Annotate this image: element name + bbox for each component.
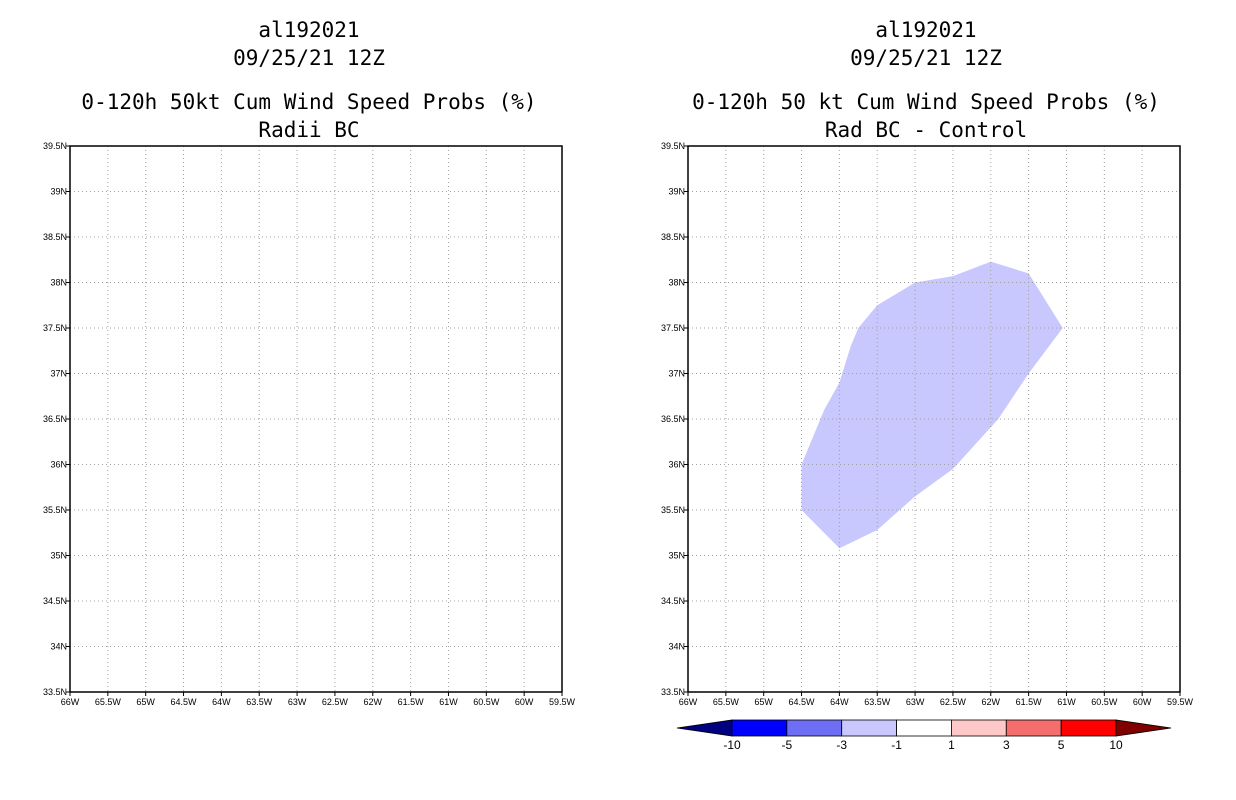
y-tick-label: 38.5N (43, 232, 67, 242)
y-tick-label: 34N (50, 642, 67, 652)
colorbar-segment (841, 719, 897, 737)
left-title-date: 09/25/21 12Z (233, 46, 385, 70)
x-tick-label: 61.5W (398, 697, 425, 707)
y-tick-label: 39N (50, 187, 67, 197)
y-tick-label: 37.5N (43, 323, 67, 333)
y-tick-label: 38N (668, 278, 685, 288)
x-tick-label: 63W (288, 697, 307, 707)
y-tick-label: 35.5N (43, 505, 67, 515)
x-tick-label: 60.5W (1091, 697, 1118, 707)
x-tick-label: 65.5W (95, 697, 122, 707)
x-tick-label: 64.5W (171, 697, 198, 707)
y-tick-label: 36N (668, 460, 685, 470)
x-tick-label: 62.5W (322, 697, 349, 707)
x-tick-label: 65W (754, 697, 773, 707)
x-tick-label: 62W (982, 697, 1001, 707)
x-tick-label: 62W (364, 697, 383, 707)
colorbar-label: 3 (1003, 738, 1010, 752)
right-map-panel: 66W 65.5W 65W 64.5W 64W 63.5W 63W 62.5W 62W 61.5W… (661, 141, 1194, 707)
x-tick-label: 60W (515, 697, 534, 707)
x-tick-label: 64.5W (789, 697, 816, 707)
y-tick-label: 37N (50, 369, 67, 379)
y-tick-label: 33.5N (43, 687, 67, 697)
colorbar: -10 -5 -3 -1 1 3 5 10 (676, 719, 1172, 752)
colorbar-label: 5 (1058, 738, 1065, 752)
colorbar-segment (1060, 719, 1117, 737)
y-tick-label: 38N (50, 278, 67, 288)
y-tick-label: 39N (668, 187, 685, 197)
left-title-storm-id: al192021 (258, 18, 360, 42)
colorbar-label: 1 (948, 738, 955, 752)
x-tick-label: 66W (679, 697, 698, 707)
x-tick-label: 59.5W (1167, 697, 1194, 707)
right-title-storm-id: al192021 (875, 18, 977, 42)
colorbar-label: -5 (782, 738, 793, 752)
x-tick-label: 60W (1133, 697, 1152, 707)
colorbar-segment (896, 719, 952, 737)
colorbar-segment (1115, 719, 1172, 737)
left-map-panel: 66W 65.5W 65W 64.5W 64W 63.5W 63W 62.5W 62W 61.5W… (43, 141, 576, 707)
y-tick-label: 39.5N (43, 141, 67, 151)
x-tick-label: 60.5W (473, 697, 500, 707)
y-tick-label: 36.5N (661, 414, 685, 424)
colorbar-segment (1005, 719, 1062, 737)
y-tick-label: 37.5N (661, 323, 685, 333)
x-tick-label: 64W (830, 697, 849, 707)
x-tick-label: 63.5W (864, 697, 891, 707)
x-tick-label: 65W (136, 697, 155, 707)
x-tick-label: 63W (906, 697, 925, 707)
colorbar-segment (786, 719, 843, 737)
left-title-experiment: Radii BC (258, 118, 360, 142)
y-tick-label: 36N (50, 460, 67, 470)
x-tick-label: 61W (1057, 697, 1076, 707)
left-title-product: 0-120h 50kt Cum Wind Speed Probs (%) (81, 90, 537, 114)
x-tick-label: 65.5W (713, 697, 740, 707)
colorbar-segment (951, 719, 1007, 737)
y-tick-label: 35.5N (661, 505, 685, 515)
colorbar-label: 10 (1109, 738, 1123, 752)
colorbar-label: -10 (723, 738, 741, 752)
colorbar-segment (731, 719, 788, 737)
probability-region (801, 261, 1063, 549)
y-tick-label: 34.5N (43, 596, 67, 606)
colorbar-label: -1 (891, 738, 902, 752)
right-title-product: 0-120h 50 kt Cum Wind Speed Probs (%) (692, 90, 1160, 114)
y-tick-label: 38.5N (661, 232, 685, 242)
y-tick-label: 33.5N (661, 687, 685, 697)
colorbar-segment (676, 719, 733, 737)
right-title-date: 09/25/21 12Z (850, 46, 1002, 70)
x-tick-label: 66W (61, 697, 80, 707)
x-tick-label: 64W (212, 697, 231, 707)
colorbar-label: -3 (836, 738, 847, 752)
x-tick-label: 61W (439, 697, 458, 707)
right-title-experiment: Rad BC - Control (824, 118, 1028, 142)
x-tick-label: 63.5W (246, 697, 273, 707)
y-tick-label: 35N (50, 551, 67, 561)
y-tick-label: 36.5N (43, 414, 67, 424)
x-tick-label: 61.5W (1016, 697, 1043, 707)
y-tick-label: 34N (668, 642, 685, 652)
y-tick-label: 35N (668, 551, 685, 561)
y-tick-label: 39.5N (661, 141, 685, 151)
x-tick-label: 59.5W (549, 697, 576, 707)
y-tick-label: 34.5N (661, 596, 685, 606)
x-tick-label: 62.5W (940, 697, 967, 707)
plot-frame (69, 145, 563, 693)
y-tick-label: 37N (668, 369, 685, 379)
